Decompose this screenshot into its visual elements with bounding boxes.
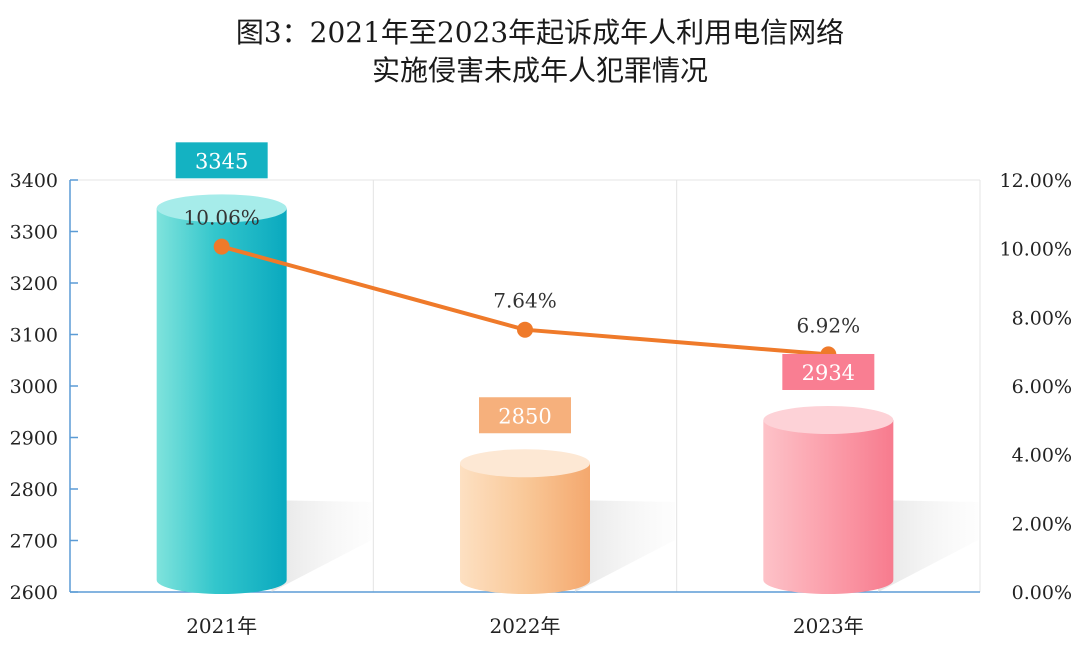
bar-shadow (565, 500, 675, 592)
bar-body (763, 419, 894, 594)
y2-tick-label: 8.00% (1012, 307, 1072, 329)
chart-title: 图3：2021年至2023年起诉成年人利用电信网络 实施侵害未成年人犯罪情况 (0, 14, 1080, 90)
y-tick-label: 3000 (10, 376, 58, 398)
bar-shadow (261, 500, 372, 592)
bar-top (460, 449, 590, 478)
bar-value-label: 3345 (195, 149, 248, 173)
bar-value-box (175, 142, 268, 179)
y2-tick-label: 4.00% (1012, 445, 1072, 467)
chart-title-line2: 实施侵害未成年人犯罪情况 (371, 54, 708, 87)
rate-line-point (213, 238, 230, 255)
bar-top (156, 194, 287, 223)
chart-title-line1: 图3：2021年至2023年起诉成年人利用电信网络 (235, 16, 845, 49)
y-tick-label: 2700 (10, 531, 58, 553)
bars (156, 194, 979, 594)
y2-tick-label: 10.00% (1000, 239, 1072, 261)
bar-value-box (782, 353, 875, 390)
y-tick-label: 2800 (10, 479, 58, 501)
data-labels: 3345 2850 2934 10.06% 7.64% 6.92% (175, 142, 875, 434)
grid-lines (70, 179, 981, 592)
bar-value-label: 2934 (802, 361, 855, 385)
y2-tick-label: 2.00% (1012, 513, 1072, 535)
y2-tick-label: 0.00% (1012, 582, 1072, 604)
x-tick-label: 2023年 (793, 614, 864, 638)
y-tick-label: 2900 (10, 428, 58, 450)
y2-tick-label: 6.00% (1012, 376, 1072, 398)
bar-body (460, 463, 590, 594)
bar-shadow (868, 500, 979, 592)
bar-value-label: 2850 (498, 404, 551, 428)
axes: 2600 2700 2800 2900 3000 3100 3200 3300 3400 0.00… (10, 170, 1072, 638)
x-tick-label: 2021年 (186, 614, 257, 638)
y-tick-label: 3400 (10, 170, 58, 192)
bar-body (156, 208, 287, 594)
rate-line-point (517, 321, 533, 338)
bar-value-box (479, 397, 571, 434)
rate-data-label: 7.64% (493, 289, 557, 313)
rate-data-label: 10.06% (184, 206, 260, 230)
y-tick-label: 3300 (10, 222, 58, 244)
rate-data-label: 6.92% (797, 313, 861, 337)
y2-tick-label: 12.00% (1000, 170, 1072, 192)
x-tick-label: 2022年 (490, 614, 561, 638)
y-tick-label: 2600 (10, 582, 58, 604)
y-tick-label: 3200 (10, 273, 58, 295)
y-tick-label: 3100 (10, 325, 58, 347)
bar-top (763, 405, 894, 434)
